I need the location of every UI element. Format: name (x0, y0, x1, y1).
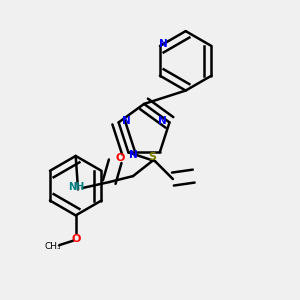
Text: O: O (116, 153, 125, 163)
Text: N: N (122, 116, 130, 126)
Text: S: S (148, 152, 156, 162)
Text: CH₃: CH₃ (44, 242, 61, 251)
Text: NH: NH (68, 182, 85, 191)
Text: O: O (71, 234, 80, 244)
Text: N: N (158, 116, 167, 126)
Text: N: N (129, 150, 138, 160)
Text: N: N (159, 40, 168, 50)
